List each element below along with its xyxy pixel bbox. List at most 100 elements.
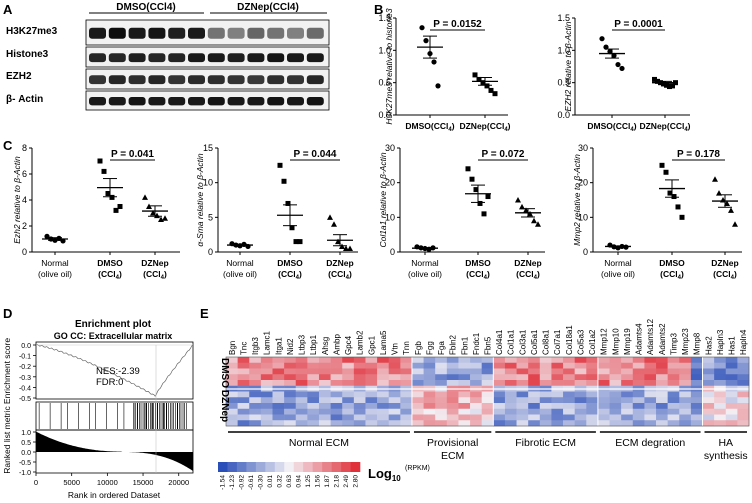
gene-label: Mmp23 — [681, 328, 690, 355]
heatmap-cell — [621, 414, 634, 421]
heatmap-cell — [307, 403, 320, 410]
heatmap-cell — [330, 374, 343, 381]
heatmap-cell — [423, 403, 436, 410]
gene-label: Lama5 — [379, 330, 388, 355]
gene-label: Adamts4 — [635, 323, 644, 355]
legend-tick-label: -1.54 — [220, 475, 227, 490]
data-point — [716, 190, 722, 196]
data-point — [431, 59, 437, 65]
heatmap-cell — [609, 397, 622, 404]
heatmap-cell — [481, 414, 494, 421]
data-point — [327, 214, 333, 220]
gene-label: Lamc1 — [263, 330, 272, 355]
heatmap-cell — [458, 380, 471, 387]
y-tick-label: 0 — [22, 247, 27, 257]
heatmap-cell — [714, 357, 727, 364]
data-point — [488, 87, 494, 93]
heatmap-cell — [632, 357, 645, 364]
blot-strip — [85, 46, 330, 68]
heatmap-cell — [551, 391, 564, 398]
heatmap-cell — [411, 397, 424, 404]
heatmap-cell — [365, 357, 378, 364]
heatmap-cell — [679, 362, 692, 369]
heatmap-cell — [714, 380, 727, 387]
heatmap-cell — [481, 368, 494, 375]
gene-label: Col5a1 — [530, 329, 539, 355]
heatmap-cell — [690, 397, 703, 404]
heatmap-cell — [574, 403, 587, 410]
heatmap-cell — [667, 368, 680, 375]
x-category-label: DZNep — [326, 258, 353, 268]
data-point — [667, 84, 672, 90]
blot-band — [89, 53, 106, 63]
y-axis-label: H3K27me3 relative to histone3 — [384, 8, 394, 125]
gene-label: Has2 — [704, 336, 713, 355]
y-tick-label: 1.0 — [378, 45, 391, 55]
heatmap-cell — [318, 368, 331, 375]
blot-row-beta-actin: β- Actin — [6, 94, 43, 105]
gene-label: Col3a1 — [518, 329, 527, 355]
heatmap-cell — [597, 403, 610, 410]
heatmap-cell — [737, 374, 750, 381]
heatmap-cell — [307, 368, 320, 375]
heatmap-cell — [272, 374, 285, 381]
heatmap-cell — [725, 380, 738, 387]
heatmap-cell — [679, 380, 692, 387]
blot-band — [287, 97, 304, 106]
heatmap-cell — [621, 362, 634, 369]
heatmap-cell — [551, 420, 564, 427]
x-category-sublabel: (CCl4) — [98, 269, 122, 281]
y-axis-label: Ezh2 relative to β-Actin — [12, 156, 22, 244]
heatmap-cell — [597, 397, 610, 404]
group-label: Provisional — [427, 437, 478, 449]
y-tick-label: 6 — [22, 169, 27, 179]
heatmap-cell — [656, 414, 668, 421]
heatmap-cell — [481, 380, 494, 387]
gene-label: Fbln2 — [449, 334, 458, 355]
heatmap-cell — [470, 357, 482, 364]
heatmap-cell — [307, 391, 320, 398]
heatmap-cell — [388, 368, 401, 375]
blot-band — [267, 27, 285, 39]
heatmap-cell — [423, 374, 436, 381]
y-tick-label: 0 — [390, 247, 395, 257]
heatmap-cell — [574, 414, 587, 421]
heatmap-cell — [702, 403, 715, 410]
heatmap-cell — [423, 391, 436, 398]
heatmap-cell — [470, 362, 482, 369]
heatmap-cell — [702, 368, 715, 375]
heatmap-cell — [446, 420, 459, 427]
heatmap-cell — [446, 391, 459, 398]
heatmap-cell — [295, 357, 308, 364]
heatmap-cell — [679, 414, 692, 421]
heatmap-row-dznep: DZNep — [219, 390, 230, 422]
heatmap-cell — [423, 368, 436, 375]
heatmap-cell — [702, 408, 715, 415]
es-tick-label: -0.1 — [19, 354, 31, 361]
heatmap-cell — [353, 414, 366, 421]
blot-strip — [85, 90, 330, 111]
gene-label: Has1 — [728, 336, 737, 355]
heatmap-cell — [504, 374, 517, 381]
gene-label: Fga — [437, 341, 446, 355]
heatmap-cell — [400, 368, 413, 375]
heatmap-cell — [318, 374, 331, 381]
heatmap-cell — [423, 380, 436, 387]
heatmap-cell — [295, 397, 308, 404]
blot-band — [287, 27, 304, 39]
heatmap-cell — [295, 408, 308, 415]
heatmap-cell — [539, 374, 552, 381]
western-blot: DMSO(CCl4) DZNep(CCl4) H3K27me3 Histone3… — [6, 2, 330, 111]
heatmap-cell — [377, 420, 390, 427]
heatmap-cell — [725, 403, 738, 410]
legend-swatch — [322, 462, 332, 472]
heatmap-cell — [621, 368, 634, 375]
heatmap-cell — [539, 397, 552, 404]
p-value-label: P = 0.178 — [677, 149, 720, 160]
heatmap-cell — [411, 408, 424, 415]
heatmap-cell — [725, 420, 738, 427]
heatmap-cell — [423, 414, 436, 421]
heatmap-cell — [377, 408, 390, 415]
